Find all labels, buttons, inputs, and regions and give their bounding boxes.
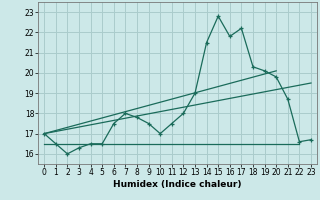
X-axis label: Humidex (Indice chaleur): Humidex (Indice chaleur) (113, 180, 242, 189)
